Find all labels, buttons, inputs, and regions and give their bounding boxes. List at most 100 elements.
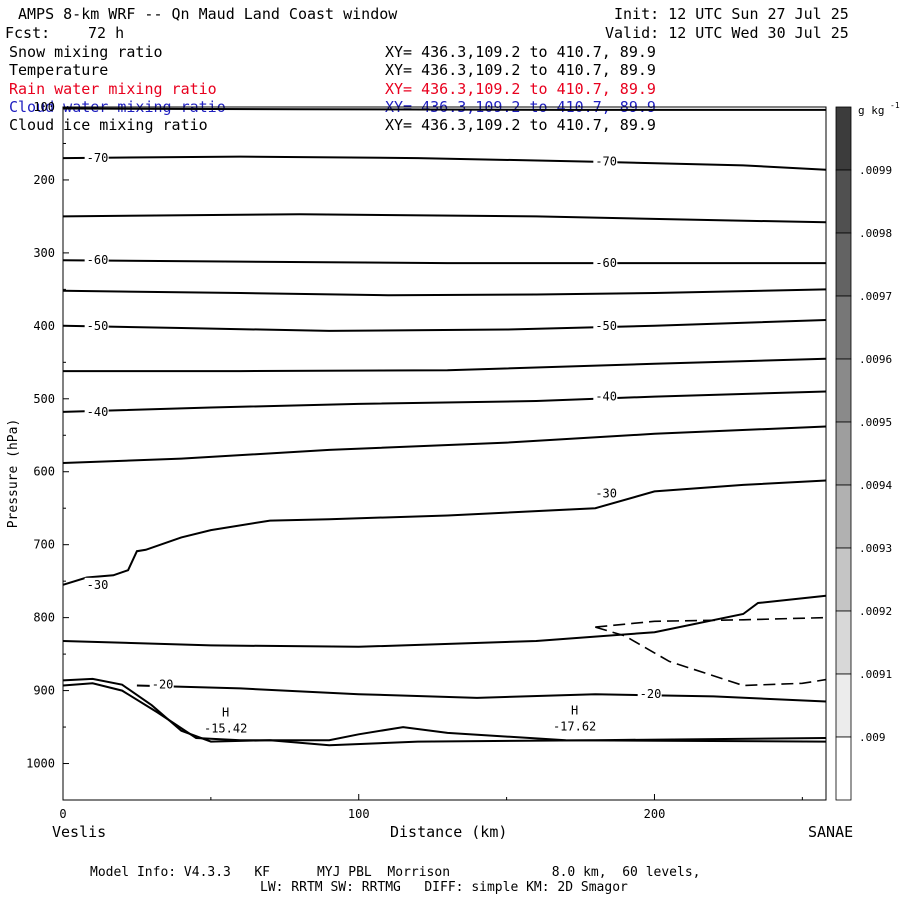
colorbar-segment [835,358,852,423]
mixing-ratio-dashed-contour [595,616,827,628]
y-axis-label: Pressure (hPa) [6,419,21,529]
isotherm-line [62,479,827,586]
colorbar-segment [835,169,852,234]
colorbar-label: .0093 [859,542,892,555]
colorbar-segment [835,736,852,801]
isotherm-label: -60 [87,253,109,267]
colorbar-label: .0098 [859,227,892,240]
y-tick-label: 300 [33,246,55,260]
colorbar-segment [835,547,852,612]
isotherm-line [62,594,827,648]
x-endpoint-left: Veslis [52,823,107,841]
isotherm-line [62,107,826,111]
isotherm-line [136,684,827,703]
colorbar-label: .0097 [859,290,892,303]
chart-title: AMPS 8-km WRF -- Qn Maud Land Coast wind… [18,5,398,23]
isotherm-label: -50 [595,319,617,333]
colorbar-label: .0094 [859,479,892,492]
high-value: -15.42 [204,722,247,736]
x-axis-label: Distance (km) [390,823,508,841]
x-tick-label: 200 [644,807,666,821]
isotherm-label: -20 [640,687,662,701]
field-name: Rain water mixing ratio [9,79,217,98]
colorbar-label: .009 [859,731,886,744]
y-tick-label: 900 [33,684,55,698]
plot-frame [62,106,827,801]
isotherm-line [62,682,827,743]
y-tick-label: 1000 [26,757,55,771]
high-marker: H [571,704,578,718]
y-tick-label: 100 [33,100,55,114]
field-xy: XY= 436.3,109.2 to 410.7, 89.9 [385,116,656,135]
field-xy: XY= 436.3,109.2 to 410.7, 89.9 [385,61,656,80]
isotherm-label-bg [593,318,618,332]
colorbar-segment [835,232,852,297]
isotherm-label: -40 [87,405,109,419]
isotherm-label: -50 [87,319,109,333]
init-time: Init: 12 UTC Sun 27 Jul 25 [614,5,849,23]
isotherm-label-bg [637,687,662,701]
isotherm-line [62,425,827,464]
colorbar-segment [835,610,852,675]
isotherm-line [62,155,827,171]
isotherm-label: -60 [595,256,617,270]
isotherm-line [62,390,827,413]
colorbar-segment [835,484,852,549]
isotherm-label-bg [84,151,109,165]
y-tick-label: 800 [33,611,55,625]
colorbar-segment [835,421,852,486]
y-tick-label: 500 [33,392,55,406]
isotherm-line [62,677,827,747]
field-name: Cloud ice mixing ratio [9,116,208,135]
isotherm-label-bg [593,486,618,500]
field-xy: XY= 436.3,109.2 to 410.7, 89.9 [385,79,656,98]
y-tick-label: 700 [33,538,55,552]
colorbar-segment [835,673,852,738]
isotherm-label-bg [149,677,174,691]
isotherm-label: -20 [152,678,174,692]
isotherm-label-bg [84,318,109,332]
field-name: Snow mixing ratio [9,43,163,61]
footer-model-info: Model Info: V4.3.3 KF MYJ PBL Morrison 8… [90,865,701,880]
x-tick-label: 100 [348,807,370,821]
isotherm-label-bg [593,154,618,168]
isotherm-label-bg [593,389,618,403]
colorbar-segment [835,106,852,171]
isotherm-label: -30 [87,578,109,592]
x-endpoint-right: SANAE [808,823,854,841]
valid-time: Valid: 12 UTC Wed 30 Jul 25 [605,24,849,42]
colorbar-label: .0091 [859,668,892,681]
colorbar-unit: g kg [858,104,885,117]
forecast-label: Fcst: [5,24,51,42]
y-tick-label: 600 [33,465,55,479]
isotherm-label-bg [84,253,109,267]
colorbar-label: .0092 [859,605,892,618]
isotherm-label: -30 [595,487,617,501]
mixing-ratio-dashed-contour [595,626,827,687]
forecast-hours: 72 h [88,24,125,42]
colorbar-segment [835,295,852,360]
isotherm-label: -40 [595,390,617,404]
high-value: -17.62 [553,720,596,734]
isotherm-line [62,259,826,265]
colorbar-unit-exponent: -1 [890,101,900,110]
isotherm-label-bg [84,404,109,418]
field-name: Temperature [9,61,109,80]
isotherm-label-bg [84,577,109,591]
y-tick-label: 200 [33,173,55,187]
isotherm-line [62,213,827,224]
footer-physics-info: LW: RRTM SW: RRTMG DIFF: simple KM: 2D S… [260,880,628,895]
y-tick-label: 400 [33,319,55,333]
x-tick-label: 0 [59,807,66,821]
isotherm-label: -70 [595,155,617,169]
isotherm-line [62,288,827,297]
isotherm-line [62,319,827,332]
colorbar-label: .0096 [859,353,892,366]
colorbar-label: .0099 [859,164,892,177]
colorbar-label: .0095 [859,416,892,429]
isotherm-label-bg [593,256,618,270]
isotherm-label: -70 [87,151,109,165]
high-marker: H [222,706,229,720]
isotherm-line [63,357,827,373]
